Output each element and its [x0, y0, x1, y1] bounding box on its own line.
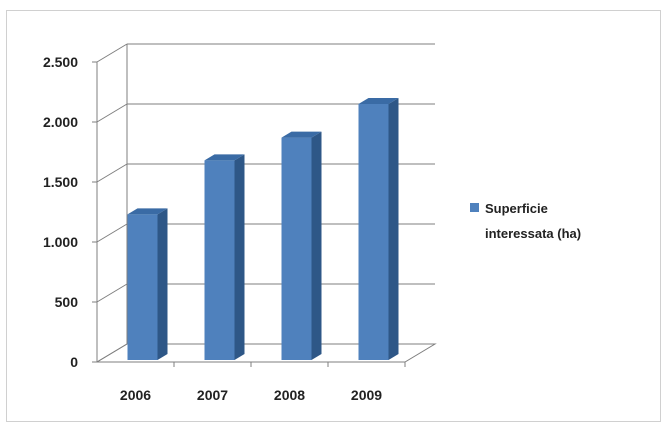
gridline-diag — [96, 223, 128, 243]
bar-front — [358, 104, 389, 360]
tick-labels: 0 500 1.000 1.500 2.000 2.500 2006 2007 2008 2009 — [43, 54, 382, 403]
y-tick-label: 2.500 — [43, 54, 78, 70]
bar-front — [127, 214, 158, 360]
x-tick-label: 2007 — [197, 387, 228, 403]
axes — [92, 44, 437, 367]
bar-top — [358, 98, 399, 104]
bar-side — [311, 131, 322, 360]
legend-label-line2: interessata (ha) — [485, 226, 581, 241]
gridline-diag — [96, 43, 128, 63]
x-tick-label: 2008 — [274, 387, 305, 403]
legend-swatch — [470, 203, 479, 212]
legend: Superficie interessata (ha) — [470, 201, 581, 241]
bar-top — [204, 154, 245, 161]
y-tick-label: 1.000 — [43, 234, 78, 250]
y-tick-label: 1.500 — [43, 174, 78, 190]
gridline-diag — [96, 163, 128, 183]
bar-top — [127, 208, 168, 215]
bar-front — [204, 160, 235, 360]
y-tick-label: 2.000 — [43, 114, 78, 130]
x-tick-label: 2009 — [351, 387, 382, 403]
y-tick-label: 500 — [55, 294, 79, 310]
x-tick-label: 2006 — [120, 387, 151, 403]
floor — [95, 343, 437, 363]
gridline-diag — [96, 103, 128, 123]
bar-top — [281, 131, 322, 138]
bars — [127, 98, 399, 360]
chart-frame — [6, 10, 661, 422]
bar-side — [157, 208, 168, 360]
bar-front — [281, 137, 312, 360]
bar-side — [234, 154, 245, 360]
legend-label-line1: Superficie — [485, 201, 548, 216]
bar-side — [388, 98, 399, 360]
y-tick-label: 0 — [70, 354, 78, 370]
gridline-diag — [96, 283, 128, 303]
